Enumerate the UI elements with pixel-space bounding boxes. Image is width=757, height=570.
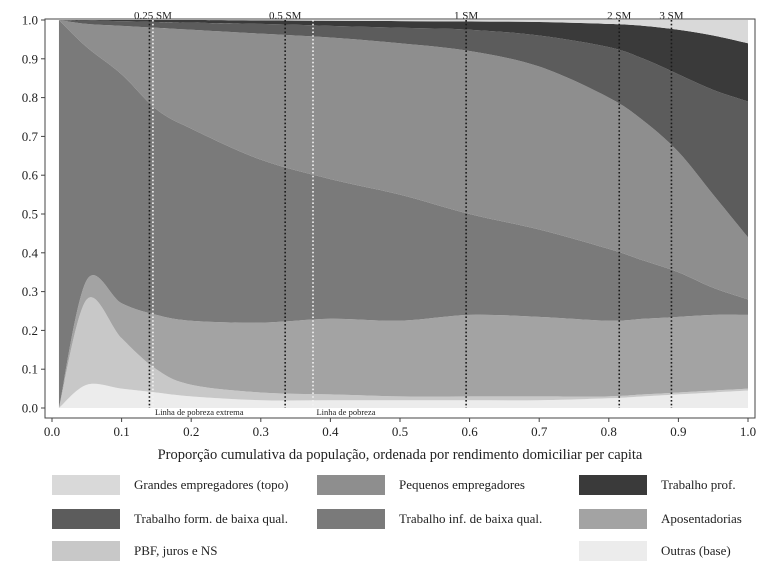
legend-label: Trabalho form. de baixa qual. (134, 511, 289, 526)
y-tick-label-5: 0.5 (22, 207, 38, 222)
legend-entry-0: Grandes empregadores (topo) (52, 474, 289, 496)
x-tick-label-2: 0.2 (183, 424, 199, 439)
legend-swatch (317, 475, 385, 495)
area-3 (58, 20, 748, 408)
legend-label: Pequenos empregadores (399, 477, 525, 492)
axes-group: 0.0 0.1 0.2 0.3 0.4 0.5 0.6 0.7 0.8 0.9 1.0 0.0 0.1 0… (22, 13, 756, 440)
x-tick-label-8: 0.8 (601, 424, 617, 439)
legend: Grandes empregadores (topo) Pequenos empr… (52, 474, 752, 566)
reference-line-label-5: 2 SM (607, 10, 631, 22)
y-tick-label-8: 0.8 (22, 90, 38, 105)
bottom-annotation-1: Linha de pobreza (316, 407, 375, 417)
y-tick-label-6: 0.6 (22, 168, 39, 183)
legend-label: Grandes empregadores (topo) (134, 477, 289, 492)
legend-entry-5: Aposentadorias (579, 508, 742, 530)
x-axis-label: Proporção cumulativa da população, orden… (158, 447, 643, 463)
legend-swatch (52, 475, 120, 495)
y-tick-label-0: 0.0 (22, 401, 38, 416)
reference-line-label-2: 0.5 SM (269, 10, 302, 22)
legend-entry-3: Trabalho form. de baixa qual. (52, 508, 288, 530)
x-tick-label-10: 1.0 (740, 424, 756, 439)
y-tick-label-10: 1.0 (22, 13, 38, 28)
legend-entry-2: Trabalho prof. (579, 474, 736, 496)
reference-line-label-6: 3 SM (659, 10, 683, 22)
reference-line-label-4: 1 SM (454, 10, 478, 22)
legend-entry-6: PBF, juros e NS (52, 540, 217, 562)
area-6 (58, 19, 748, 102)
area-2 (58, 275, 748, 408)
legend-label: Trabalho prof. (661, 477, 736, 492)
area-0 (58, 383, 748, 408)
legend-entry-1: Pequenos empregadores (317, 474, 525, 496)
x-tick-label-5: 0.5 (392, 424, 408, 439)
x-tick-label-1: 0.1 (113, 424, 129, 439)
area-series-group (58, 19, 748, 408)
legend-swatch (52, 509, 120, 529)
legend-label: PBF, juros e NS (134, 543, 218, 558)
y-tick-label-1: 0.1 (22, 362, 38, 377)
x-tick-label-0: 0.0 (44, 424, 60, 439)
area-7 (58, 19, 748, 44)
y-tick-label-3: 0.3 (22, 284, 38, 299)
legend-swatch (579, 509, 647, 529)
x-tick-label-6: 0.6 (461, 424, 478, 439)
legend-swatch (52, 541, 120, 561)
y-tick-label-7: 0.7 (22, 129, 39, 144)
bottom-annotation-0: Linha de pobreza extrema (155, 407, 244, 417)
x-tick-label-4: 0.4 (322, 424, 339, 439)
legend-entry-4: Trabalho inf. de baixa qual. (317, 508, 542, 530)
legend-label: Trabalho inf. de baixa qual. (399, 511, 543, 526)
reference-line-label-1: 0.25 SM (134, 10, 172, 22)
x-tick-label-3: 0.3 (253, 424, 269, 439)
area-4 (58, 20, 748, 300)
area-5 (58, 20, 748, 238)
y-tick-label-4: 0.4 (22, 245, 39, 260)
legend-entry-8: Outras (base) (579, 540, 731, 562)
legend-swatch (579, 475, 647, 495)
stacked-area-chart: 0.25 SM 0.5 SM 1 SM 2 SM 3 SM Linha de pobrez… (22, 10, 756, 463)
legend-swatch (317, 509, 385, 529)
legend-label: Outras (base) (661, 543, 731, 558)
legend-swatch (579, 541, 647, 561)
x-tick-label-7: 0.7 (531, 424, 548, 439)
legend-label: Aposentadorias (661, 511, 742, 526)
x-tick-label-9: 0.9 (670, 424, 686, 439)
y-tick-label-2: 0.2 (22, 323, 38, 338)
y-tick-label-9: 0.9 (22, 51, 38, 66)
